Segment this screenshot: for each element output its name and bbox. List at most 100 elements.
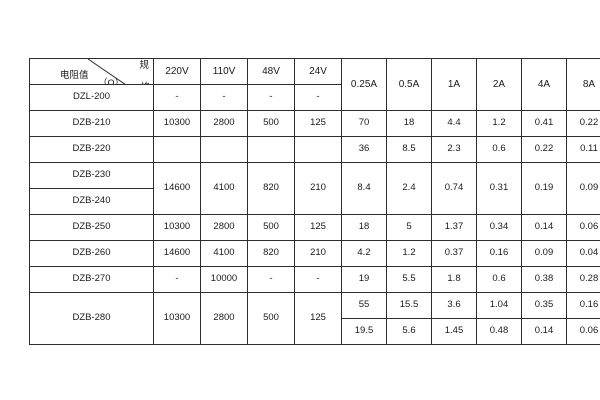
table-row: 19.5 5.6 1.45 0.48 0.14 0.06 (30, 318, 600, 345)
current-cell: 0.14 (521, 318, 567, 345)
current-cell: 0.37 (431, 240, 477, 267)
table-row: DZB-270 - 10000 - - 19 5.5 1.8 0.6 0.38 … (29, 266, 600, 293)
column-header-current-8a: 8A (566, 58, 600, 111)
current-cell: 0.06 (566, 318, 600, 345)
voltage-cell: 820 (247, 162, 295, 215)
current-cell: 0.31 (476, 162, 522, 215)
voltage-cell: 10300 (153, 214, 201, 241)
voltage-cell: 10300 (153, 110, 201, 137)
current-cell: 0.48 (476, 318, 522, 345)
current-cell: 1.2 (476, 110, 522, 137)
model-cell-dzb-280: DZB-280 (29, 292, 154, 345)
table-row: DZB-210 10300 2800 500 125 70 18 4.4 1.2… (29, 110, 600, 137)
current-cell: 0.09 (566, 162, 600, 215)
current-cell: 0.34 (476, 214, 522, 241)
current-cell: 0.38 (521, 266, 567, 293)
voltage-cell: 125 (294, 214, 342, 241)
model-cell-dzl-200: DZL-200 (29, 84, 154, 111)
current-cell: 0.19 (521, 162, 567, 215)
corner-diagonal-lines (87, 59, 125, 84)
current-cell: 5.5 (386, 266, 432, 293)
model-cell-dzb-260: DZB-260 (29, 240, 154, 267)
current-cell: 0.41 (521, 110, 567, 137)
voltage-cell: 2800 (200, 292, 248, 345)
column-header-current-4a: 4A (521, 58, 567, 111)
current-cell: 18 (341, 214, 387, 241)
current-cell: 1.37 (431, 214, 477, 241)
column-header-voltage-110v: 110V (200, 58, 248, 85)
current-cell: 55 (341, 292, 387, 319)
voltage-cell: 500 (247, 292, 295, 345)
current-cell: 18 (386, 110, 432, 137)
current-cell: 4.2 (341, 240, 387, 267)
voltage-cell: - (153, 266, 201, 293)
corner-ohm-label: （Ω） (98, 78, 125, 85)
current-cell: 2.4 (386, 162, 432, 215)
model-cell-dzb-230: DZB-230 (29, 162, 154, 189)
table-header-row: 规 格 电阻值 （Ω） 型号 220V 110V 48V 24V 0.25A 0… (29, 58, 600, 111)
table-row: DZB-250 10300 2800 500 125 18 5 1.37 0.3… (29, 214, 600, 241)
model-cell-dzb-210: DZB-210 (29, 110, 154, 137)
column-header-voltage-48v: 48V (247, 58, 295, 85)
voltage-cell: 2800 (200, 214, 248, 241)
voltage-cell (200, 136, 248, 163)
voltage-cell: 820 (247, 240, 295, 267)
model-cell-dzb-270: DZB-270 (29, 266, 154, 293)
current-cell: 0.09 (521, 240, 567, 267)
table-row: DZB-240 (29, 188, 600, 215)
column-header-voltage-24v: 24V (294, 58, 342, 85)
corner-spec-label-1: 规 (139, 60, 149, 71)
current-cell: 0.16 (476, 240, 522, 267)
voltage-cell: 125 (294, 292, 342, 345)
current-cell: 0.11 (566, 136, 600, 163)
current-cell: 0.22 (566, 110, 600, 137)
voltage-cell: 500 (247, 110, 295, 137)
current-cell: 0.28 (566, 266, 600, 293)
corner-header-cell: 规 格 电阻值 （Ω） 型号 (29, 58, 154, 85)
current-cell: 4.4 (431, 110, 477, 137)
table-row: DZB-260 14600 4100 820 210 4.2 1.2 0.37 … (29, 240, 600, 267)
voltage-cell: 210 (294, 240, 342, 267)
voltage-cell: 10300 (153, 292, 201, 345)
corner-resistance-label: 电阻值 (60, 70, 89, 81)
voltage-cell: - (294, 266, 342, 293)
column-header-current-1a: 1A (431, 58, 477, 111)
table-row: DZB-220 36 8.5 2.3 0.6 0.22 0.11 (29, 136, 600, 163)
voltage-cell: - (247, 266, 295, 293)
model-cell-dzb-220: DZB-220 (29, 136, 154, 163)
voltage-cell: 14600 (153, 240, 201, 267)
current-cell: 1.8 (431, 266, 477, 293)
voltage-cell: 4100 (200, 240, 248, 267)
voltage-cell: 10000 (200, 266, 248, 293)
current-cell: 3.6 (431, 292, 477, 319)
column-header-current-025a: 0.25A (341, 58, 387, 111)
voltage-cell: - (153, 84, 201, 111)
current-cell: 0.74 (431, 162, 477, 215)
voltage-cell: 2800 (200, 110, 248, 137)
column-header-current-2a: 2A (476, 58, 522, 111)
current-cell: 0.04 (566, 240, 600, 267)
current-cell: 0.22 (521, 136, 567, 163)
current-cell: 8.4 (341, 162, 387, 215)
voltage-cell (294, 136, 342, 163)
current-cell: 0.06 (566, 214, 600, 241)
current-cell: 15.5 (386, 292, 432, 319)
voltage-cell: 210 (294, 162, 342, 215)
current-cell: 2.3 (431, 136, 477, 163)
current-cell: 19 (341, 266, 387, 293)
voltage-cell: 125 (294, 110, 342, 137)
current-cell: 5 (386, 214, 432, 241)
voltage-cell (247, 136, 295, 163)
current-cell: 36 (341, 136, 387, 163)
current-cell: 5.6 (386, 318, 432, 345)
table-row: DZB-280 10300 2800 500 125 55 15.5 3.6 1… (29, 292, 600, 345)
table-row: DZL-200 - - - - (29, 84, 600, 111)
current-cell: 0.16 (566, 292, 600, 319)
current-cell: 70 (341, 110, 387, 137)
current-cell: 8.5 (386, 136, 432, 163)
voltage-cell: - (294, 84, 342, 111)
current-cell: 1.45 (431, 318, 477, 345)
column-header-voltage-220v: 220V (153, 58, 201, 85)
voltage-cell: 500 (247, 214, 295, 241)
